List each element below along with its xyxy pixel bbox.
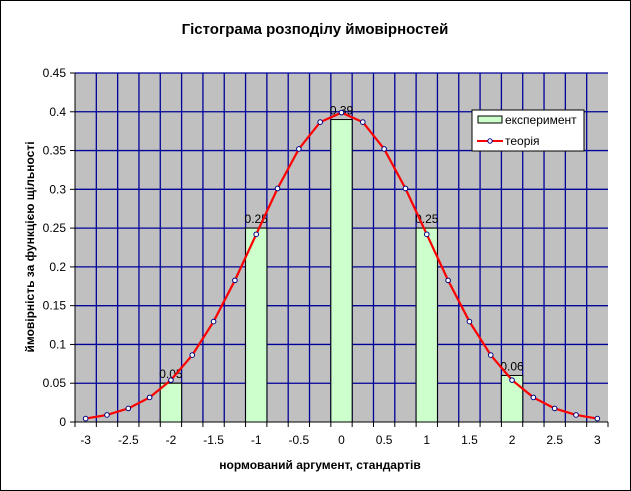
x-tick-label: -1 (251, 433, 262, 447)
theory-point (509, 377, 515, 383)
histogram-bar (245, 227, 268, 423)
y-tick-label: 0.05 (43, 376, 67, 390)
histogram-bar (159, 382, 183, 423)
y-tick-label: 0.4 (49, 105, 66, 119)
x-tick-label: -3 (80, 433, 91, 447)
x-tick-label: 3 (594, 433, 601, 447)
theory-point (594, 415, 601, 422)
legend-marker (487, 138, 493, 144)
theory-point (125, 405, 132, 412)
x-tick-label: 0.5 (376, 433, 393, 447)
y-axis-label: ймовірність за функцією щільності (23, 141, 37, 352)
theory-point (210, 318, 217, 325)
x-tick-label: -0.5 (289, 433, 310, 447)
theory-point (530, 394, 537, 401)
y-tick-label: 0.45 (43, 66, 67, 80)
bar-value-label: 0.05 (159, 367, 183, 381)
y-tick-label: 0.1 (49, 337, 66, 351)
chart-title: Гістограма розподілу ймовірностей (182, 21, 449, 38)
theory-point (82, 415, 89, 422)
x-tick-label: 0 (338, 433, 345, 447)
x-tick-label: 2.5 (546, 433, 563, 447)
x-tick-label: -2.5 (118, 433, 139, 447)
legend-label-experiment: експеримент (505, 113, 577, 127)
theory-point (232, 277, 238, 284)
x-tick-label: 2 (509, 433, 516, 447)
x-tick-label: 1.5 (461, 433, 478, 447)
bar-value-label: 0.06 (500, 359, 524, 373)
y-tick-label: 0.3 (49, 182, 66, 196)
theory-point (445, 277, 451, 284)
theory-point (168, 377, 174, 383)
y-tick-label: 0.25 (43, 221, 67, 235)
legend: експеримент теорія (471, 109, 585, 152)
y-tick-label: 0.35 (43, 144, 67, 158)
y-tick-label: 0 (59, 415, 66, 429)
theory-point (466, 318, 473, 325)
x-tick-label: -2 (166, 433, 177, 447)
theory-point (189, 352, 196, 358)
x-tick-label: -1.5 (203, 433, 224, 447)
histogram-bar (415, 227, 438, 423)
x-tick-label: 1 (423, 433, 430, 447)
theory-point (104, 412, 110, 418)
theory-point (274, 185, 281, 192)
theory-point (423, 231, 430, 238)
legend-bar-swatch (477, 115, 503, 124)
histogram-bar (330, 119, 353, 423)
theory-point (402, 185, 409, 192)
theory-point (296, 146, 302, 152)
theory-point (551, 405, 558, 412)
x-axis-label: нормований аргумент, стандартів (219, 458, 421, 472)
theory-point (146, 394, 153, 401)
theory-point (360, 119, 366, 125)
theory-point (253, 231, 260, 238)
theory-point (487, 352, 494, 358)
theory-point (573, 412, 579, 418)
y-tick-label: 0.15 (43, 299, 67, 313)
theory-point (338, 109, 345, 116)
theory-point (317, 119, 323, 125)
y-tick-label: 0.2 (49, 260, 66, 274)
theory-point (381, 146, 387, 152)
legend-label-theory: теорія (505, 134, 540, 148)
